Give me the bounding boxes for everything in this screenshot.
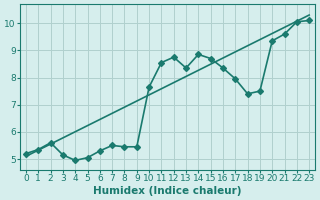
X-axis label: Humidex (Indice chaleur): Humidex (Indice chaleur) [93, 186, 242, 196]
